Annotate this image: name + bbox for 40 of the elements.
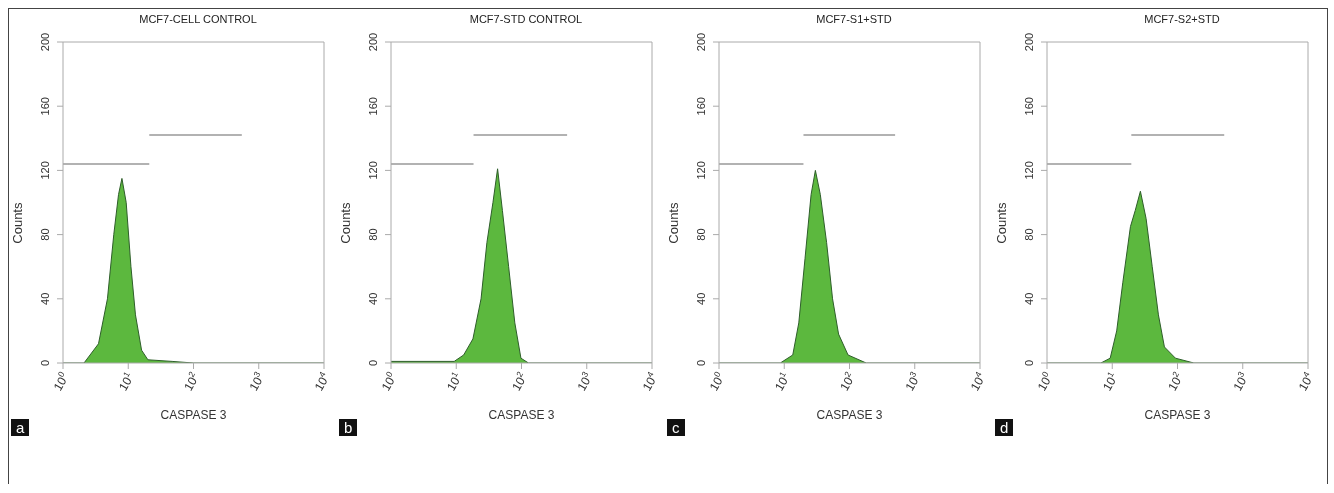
y-axis-title: Counts <box>337 202 353 244</box>
text: b <box>339 419 358 436</box>
y-tick-label: 160 <box>1023 97 1035 116</box>
y-axis-title: Counts <box>665 202 681 244</box>
text: c <box>667 419 685 436</box>
chart-title: MCF7-S2+STD <box>1143 13 1221 27</box>
y-tick-label: 40 <box>367 292 379 305</box>
y-axis-title: Counts <box>9 202 25 244</box>
y-tick-label: 160 <box>367 97 379 116</box>
y-tick-label: 120 <box>695 161 707 180</box>
y-tick-label: 40 <box>39 292 51 305</box>
y-tick-label: 160 <box>695 97 707 116</box>
y-tick-label: 200 <box>367 32 379 52</box>
y-axis-title: Counts <box>993 202 1009 244</box>
y-tick-label: 200 <box>1023 32 1035 52</box>
x-axis-title: CASPASE 3 <box>816 408 883 422</box>
y-tick-label: 40 <box>695 292 707 305</box>
x-axis-title: CASPASE 3 <box>160 408 227 422</box>
x-axis-title: CASPASE 3 <box>488 408 555 422</box>
y-tick-label: 0 <box>1023 359 1035 367</box>
y-tick-label: 120 <box>39 161 51 180</box>
y-tick-label: 120 <box>367 161 379 180</box>
y-tick-label: 0 <box>39 359 51 367</box>
y-tick-label: 80 <box>367 228 379 241</box>
y-tick-label: 0 <box>367 359 379 367</box>
y-tick-label: 0 <box>695 359 707 367</box>
y-tick-label: 80 <box>1023 228 1035 241</box>
chart-title: MCF7-STD CONTROL <box>468 13 584 27</box>
text: a <box>11 419 30 436</box>
y-tick-label: 80 <box>39 228 51 241</box>
text: d <box>995 419 1014 436</box>
chart-title: MCF7-CELL CONTROL <box>138 13 258 27</box>
y-tick-label: 200 <box>695 32 707 52</box>
y-tick-label: 80 <box>695 228 707 241</box>
y-tick-label: 40 <box>1023 292 1035 305</box>
y-tick-label: 160 <box>39 97 51 116</box>
y-tick-label: 200 <box>39 32 51 52</box>
chart-title: MCF7-S1+STD <box>815 13 893 27</box>
x-axis-title: CASPASE 3 <box>1144 408 1211 422</box>
y-tick-label: 120 <box>1023 161 1035 180</box>
